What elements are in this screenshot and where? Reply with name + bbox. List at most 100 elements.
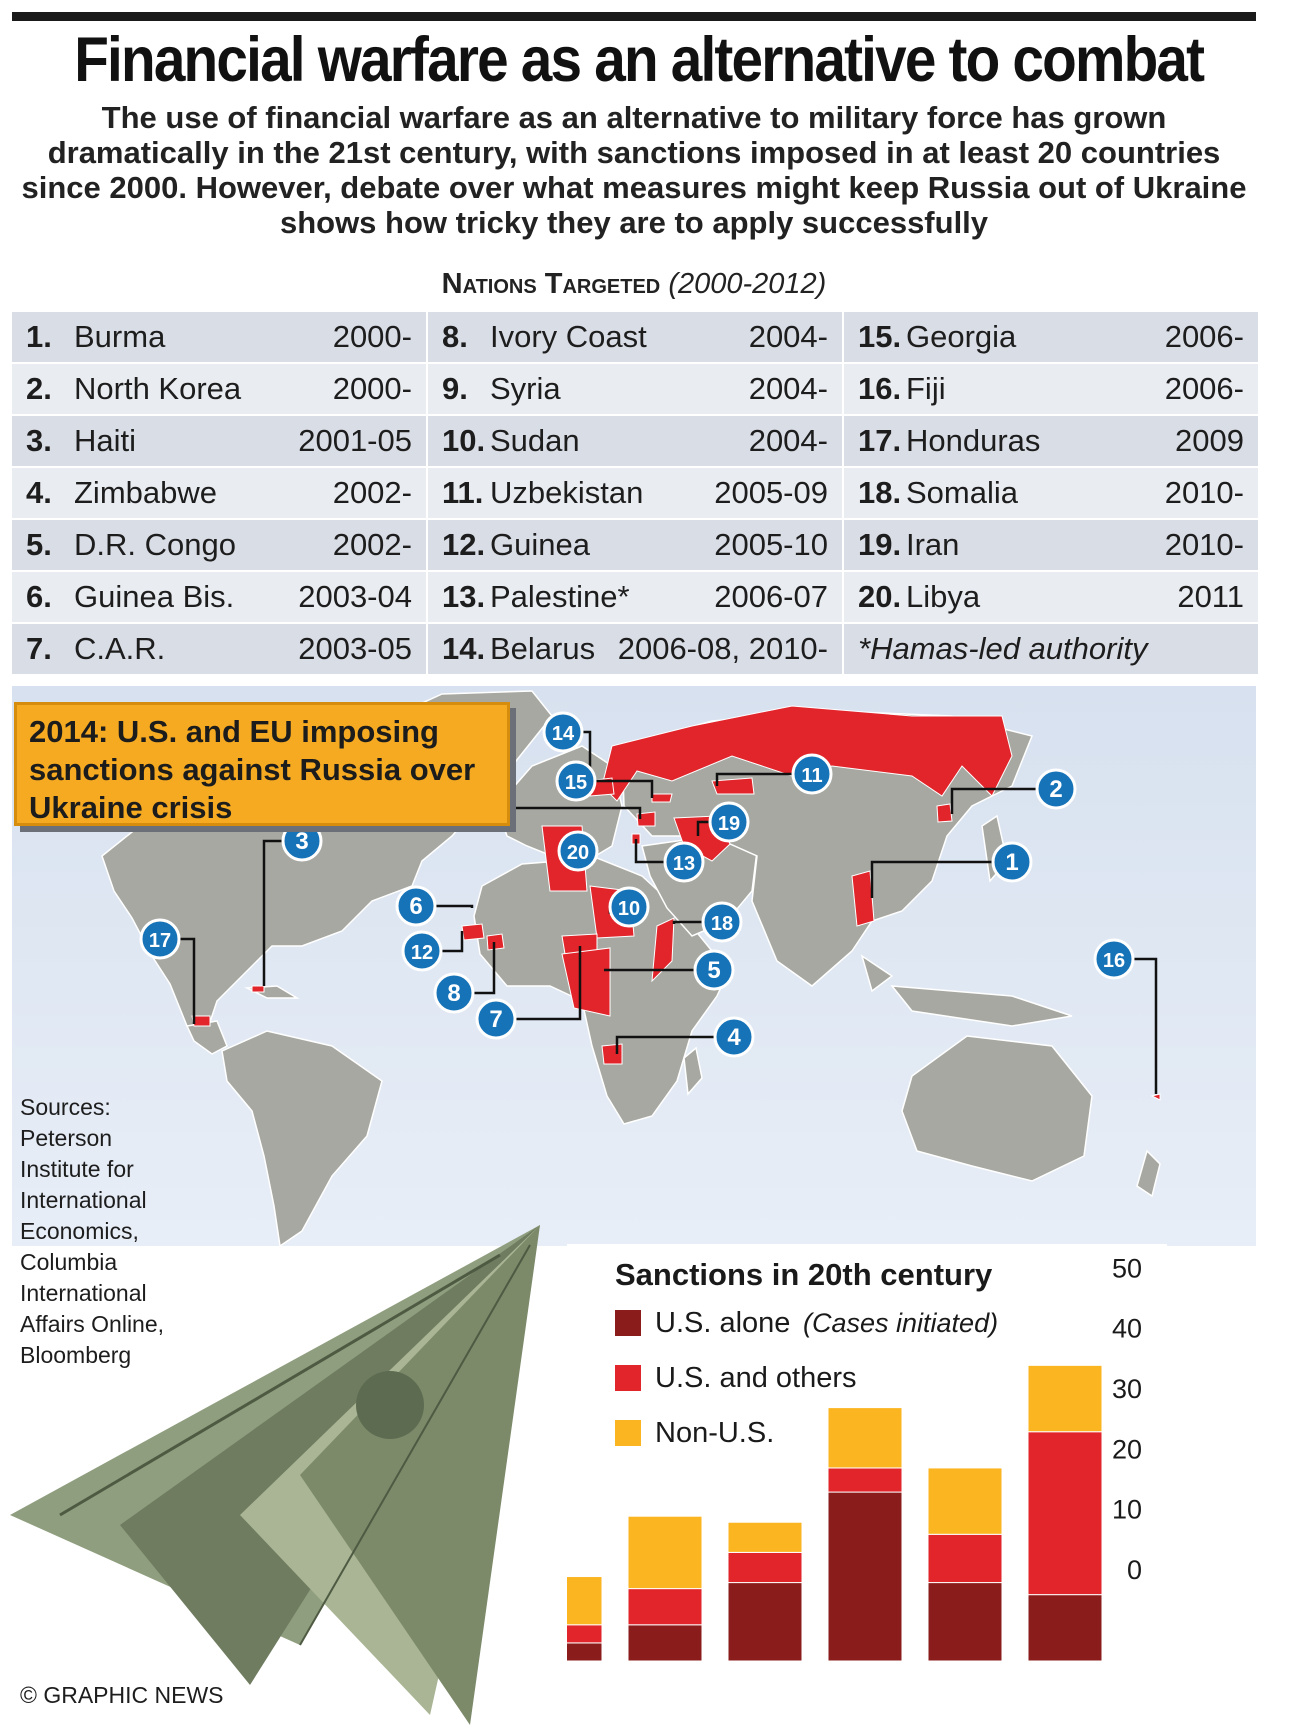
nation-row: 13. Palestine* 2006-07 [428, 572, 842, 622]
nation-years: 2006-07 [714, 579, 828, 614]
dollar-plane-illustration [10, 1225, 540, 1725]
nation-number: 13. [442, 579, 486, 614]
leader-line-1 [870, 860, 1012, 898]
nation-row: 11. Uzbekistan 2005-09 [428, 468, 842, 518]
nation-years: 2006- [1164, 371, 1244, 406]
nation-number: 19. [858, 527, 902, 562]
nation-row: 19. Iran 2010- [844, 520, 1258, 570]
y-tick-label: 50 [1112, 1253, 1142, 1283]
bar-segment [1027, 1364, 1103, 1433]
nation-years: 2003-04 [298, 579, 412, 614]
nation-row: 14. Belarus 2006-08, 2010- [428, 624, 842, 674]
plane-keel [300, 1225, 540, 1725]
marker-circle [433, 972, 475, 1014]
nation-years: 2000- [332, 319, 412, 354]
marker-circle [713, 1016, 755, 1058]
bar-segment [827, 1467, 903, 1493]
marker-label: 7 [489, 1006, 502, 1033]
country-ivory-coast [486, 933, 505, 951]
leader-line-7 [496, 946, 582, 1021]
nation-name: Palestine* [490, 579, 630, 614]
bar-segment [567, 1642, 603, 1662]
nation-name: Belarus [490, 631, 596, 666]
y-tick-label: 10 [1112, 1495, 1142, 1525]
marker-label: 19 [718, 813, 740, 835]
country-guinea [461, 923, 485, 941]
bar-segment [927, 1533, 1003, 1584]
marker-circle [395, 885, 437, 927]
nation-row: 5. D.R. Congo 2002- [12, 520, 426, 570]
marker-label: 12 [411, 942, 433, 964]
nation-row: 12. Guinea 2005-10 [428, 520, 842, 570]
nation-number: 9. [442, 371, 468, 406]
marker-label: 10 [618, 898, 640, 920]
marker-circle [663, 841, 705, 883]
marker-label: 14 [552, 723, 575, 745]
sources-note: Sources: Peterson Institute for Internat… [20, 1094, 165, 1368]
top-rule [12, 12, 1256, 21]
marker-circle [701, 901, 743, 943]
nation-row: 1. Burma 2000- [12, 312, 426, 362]
nation-number: 3. [26, 423, 52, 458]
nation-number: 10. [442, 423, 486, 458]
nation-years: 2001-05 [298, 423, 412, 458]
nation-row: 6. Guinea Bis. 2003-04 [12, 572, 426, 622]
nation-years: 2005-09 [714, 475, 828, 510]
nations-column-1: 1. Burma 2000- 2. North Korea 2000- 3. Haiti 200… [12, 312, 426, 676]
legend-label: U.S. and others [655, 1362, 857, 1394]
sanctions-chart-svg: Sanctions in 20th century U.S. aloneU.S.… [567, 1253, 1142, 1662]
map-marker-8: 8 [433, 972, 475, 1014]
legend-swatch [615, 1420, 641, 1446]
map-marker-4: 4 [713, 1016, 755, 1058]
nation-years: 2011 [1177, 579, 1244, 614]
nation-number: 16. [858, 371, 902, 406]
map-marker-3: 3 [281, 820, 323, 862]
leader-line-4 [615, 1035, 734, 1054]
marker-label: 13 [673, 853, 695, 875]
nation-number: 17. [858, 423, 902, 458]
bar-segment [727, 1551, 803, 1584]
nation-years: 2004- [748, 319, 828, 354]
nation-number: 11. [442, 475, 484, 510]
marker-circle [708, 801, 750, 843]
australia [901, 1035, 1093, 1182]
nation-row: 10. Sudan 2004- [428, 416, 842, 466]
nation-name: Haiti [74, 423, 137, 458]
country-haiti [251, 985, 265, 993]
marker-circle [1093, 938, 1135, 980]
nation-name: Ivory Coast [490, 319, 647, 354]
map-marker-16: 16 [1093, 938, 1135, 980]
country-georgia [651, 793, 673, 803]
nation-name: Syria [490, 371, 561, 406]
country-syria [636, 811, 656, 827]
bar-segment [827, 1407, 903, 1469]
nation-name: Honduras [906, 423, 1041, 458]
nation-number: 15. [858, 319, 902, 354]
country-zimbabwe [601, 1043, 623, 1065]
marker-circle [555, 760, 597, 802]
bar-segment [1027, 1594, 1103, 1662]
marker-label: 3 [295, 828, 308, 855]
marker-label: 20 [567, 842, 589, 864]
marker-label: 5 [707, 957, 720, 984]
bar-segment [827, 1491, 903, 1662]
bar-segment [627, 1515, 703, 1590]
marker-circle [693, 949, 735, 991]
nation-name: Uzbekistan [490, 475, 644, 510]
russia-callout: 2014: U.S. and EU imposing sanctions aga… [14, 702, 510, 826]
intro-text: The use of financial warfare as an alter… [21, 100, 1247, 240]
nation-name: Zimbabwe [74, 475, 217, 510]
nation-row: 20. Libya 2011 [844, 572, 1258, 622]
marker-circle [401, 930, 443, 972]
nation-years: 2002- [332, 527, 412, 562]
map-marker-13: 13 [663, 841, 705, 883]
nation-name: North Korea [74, 371, 242, 406]
nation-name: Fiji [906, 371, 946, 406]
table-title-range: (2000-2012) [668, 268, 827, 300]
country-drcongo [561, 947, 611, 1017]
chart-bars [567, 1364, 1103, 1662]
y-tick-label: 20 [1112, 1434, 1142, 1464]
marker-circle [542, 711, 584, 753]
legend-label: U.S. alone [655, 1307, 790, 1339]
bar-segment [567, 1576, 603, 1626]
